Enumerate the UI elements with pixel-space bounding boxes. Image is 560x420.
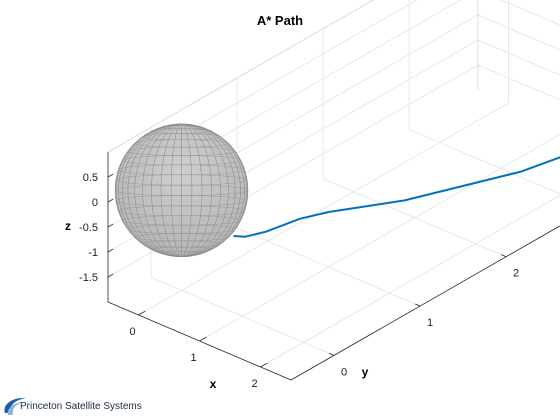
y-tick-label: 1: [427, 317, 433, 329]
z-tick-label: -1.5: [79, 272, 98, 284]
y-axis-label: y: [362, 365, 369, 379]
footer-logo: Princeton Satellite Systems: [2, 392, 202, 418]
y-tick-label: 0: [341, 366, 347, 378]
x-tick-label: 0: [129, 326, 135, 338]
sphere: [114, 123, 249, 258]
x-tick-label: 1: [190, 352, 196, 364]
z-axis-label: z: [65, 219, 71, 233]
z-tick-label: -0.5: [79, 222, 98, 234]
path-line: [233, 156, 560, 238]
z-tick-label: 0.5: [83, 172, 98, 184]
axes: [107, 152, 560, 381]
z-tick-label: 0: [92, 197, 98, 209]
x-tick-label: 2: [251, 378, 257, 390]
tick-labels: 01201230.50-0.5-1-1.5: [79, 172, 519, 390]
x-axis-label: x: [210, 377, 217, 391]
brand-name: Princeton Satellite Systems: [20, 401, 142, 412]
z-tick-label: -1: [88, 247, 98, 259]
y-tick-label: 2: [513, 268, 519, 280]
chart-title: A* Path: [257, 13, 303, 28]
path-series: [233, 156, 560, 238]
swoosh-logo-icon: [4, 397, 27, 415]
